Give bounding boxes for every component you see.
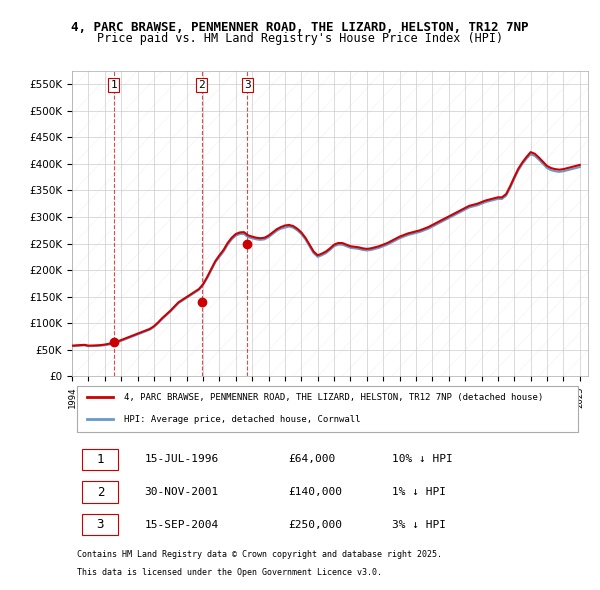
Text: 2: 2 <box>199 80 205 90</box>
FancyBboxPatch shape <box>82 449 118 470</box>
Text: £250,000: £250,000 <box>289 520 343 530</box>
Text: 4, PARC BRAWSE, PENMENNER ROAD, THE LIZARD, HELSTON, TR12 7NP: 4, PARC BRAWSE, PENMENNER ROAD, THE LIZA… <box>71 21 529 34</box>
Text: 2: 2 <box>97 486 104 499</box>
Text: 3: 3 <box>97 518 104 531</box>
Text: 15-SEP-2004: 15-SEP-2004 <box>144 520 218 530</box>
Text: 30-NOV-2001: 30-NOV-2001 <box>144 487 218 497</box>
Text: £140,000: £140,000 <box>289 487 343 497</box>
Text: 4, PARC BRAWSE, PENMENNER ROAD, THE LIZARD, HELSTON, TR12 7NP (detached house): 4, PARC BRAWSE, PENMENNER ROAD, THE LIZA… <box>124 393 543 402</box>
Text: 1: 1 <box>110 80 117 90</box>
Text: HPI: Average price, detached house, Cornwall: HPI: Average price, detached house, Corn… <box>124 415 360 424</box>
Text: 1% ↓ HPI: 1% ↓ HPI <box>392 487 446 497</box>
Text: 3% ↓ HPI: 3% ↓ HPI <box>392 520 446 530</box>
Text: 3: 3 <box>244 80 251 90</box>
Text: This data is licensed under the Open Government Licence v3.0.: This data is licensed under the Open Gov… <box>77 568 382 576</box>
Text: Contains HM Land Registry data © Crown copyright and database right 2025.: Contains HM Land Registry data © Crown c… <box>77 550 442 559</box>
FancyBboxPatch shape <box>82 481 118 503</box>
Text: 10% ↓ HPI: 10% ↓ HPI <box>392 454 452 464</box>
Text: 1: 1 <box>97 453 104 466</box>
Text: Price paid vs. HM Land Registry's House Price Index (HPI): Price paid vs. HM Land Registry's House … <box>97 32 503 45</box>
Text: 15-JUL-1996: 15-JUL-1996 <box>144 454 218 464</box>
Text: £64,000: £64,000 <box>289 454 336 464</box>
FancyBboxPatch shape <box>82 514 118 535</box>
FancyBboxPatch shape <box>77 386 578 432</box>
